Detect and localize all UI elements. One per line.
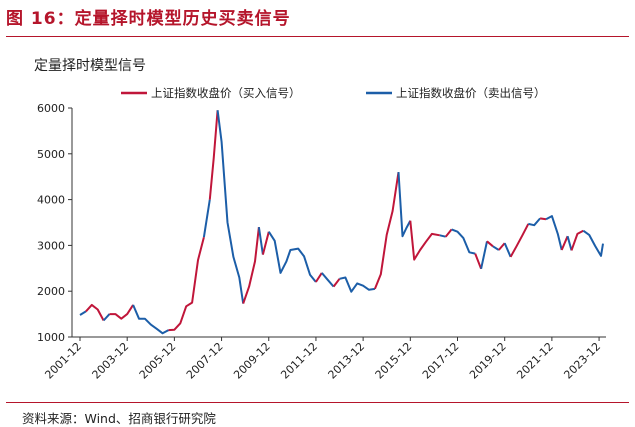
chart-title: 定量择时模型信号 — [34, 58, 146, 74]
y-tick-label: 1000 — [37, 331, 65, 344]
buy-signal-segment — [409, 220, 440, 261]
sell-signal-segment — [321, 272, 335, 288]
x-tick-label: 2005-12 — [137, 340, 179, 382]
y-tick-label: 2000 — [37, 285, 65, 298]
y-tick-label: 6000 — [37, 102, 65, 115]
x-tick-label: 2015-12 — [373, 340, 415, 382]
sell-signal-segment — [79, 310, 87, 316]
x-tick-label: 2011-12 — [278, 340, 320, 382]
sell-signal-segment — [202, 199, 211, 238]
sell-signal-segment — [566, 235, 573, 251]
title-divider — [6, 36, 629, 37]
sell-signal-segment — [480, 241, 488, 270]
buy-signal-segment — [332, 278, 341, 288]
buy-signal-segment — [486, 240, 494, 248]
buy-signal-segment — [242, 226, 260, 304]
sell-signal-segment — [439, 234, 446, 238]
legend-label-buy: 上证指数收盘价（买入信号） — [151, 86, 301, 100]
x-tick-label: 2019-12 — [467, 340, 509, 382]
chart-legend: 上证指数收盘价（买入信号） 上证指数收盘价（卖出信号） — [121, 86, 546, 100]
y-tick-label: 4000 — [37, 194, 65, 207]
x-tick-label: 2017-12 — [420, 340, 462, 382]
sell-signal-segment — [102, 313, 111, 322]
sell-signal-segment — [528, 217, 541, 227]
buy-signal-segment — [261, 231, 270, 255]
sell-signal-segment — [267, 231, 317, 283]
sell-signal-segment — [545, 215, 563, 251]
figure-title: 图 16：定量择时模型历史买卖信号 — [6, 9, 291, 29]
buy-signal-segment — [315, 272, 323, 283]
sell-signal-segment — [216, 110, 245, 304]
buy-signal-segment — [498, 242, 506, 251]
buy-signal-segment — [109, 304, 134, 320]
legend-label-sell: 上证指数收盘价（卖出信号） — [396, 86, 546, 100]
x-tick-label: 2001-12 — [42, 340, 84, 382]
buy-signal-segment — [560, 235, 569, 251]
source-divider — [6, 402, 629, 403]
sell-signal-segment — [132, 304, 169, 335]
y-tick-label: 5000 — [37, 148, 65, 161]
buy-signal-segment — [168, 236, 205, 332]
sell-signal-segment — [397, 172, 412, 238]
x-tick-label: 2021-12 — [514, 340, 556, 382]
x-tick-label: 2003-12 — [90, 340, 132, 382]
sell-signal-segment — [451, 228, 476, 255]
y-tick-label: 3000 — [37, 239, 65, 252]
sell-signal-segment — [492, 245, 500, 251]
buy-signal-segment — [570, 229, 584, 251]
sell-signal-segment — [257, 226, 264, 255]
buy-signal-segment — [444, 228, 453, 238]
buy-signal-segment — [373, 171, 400, 290]
sell-signal-segment — [339, 276, 376, 293]
x-tick-label: 2007-12 — [184, 340, 226, 382]
x-tick-label: 2023-12 — [561, 340, 603, 382]
x-tick-label: 2009-12 — [231, 340, 273, 382]
buy-signal-segment — [539, 217, 547, 221]
buy-signal-segment — [474, 253, 483, 270]
chart-series — [79, 110, 604, 335]
source-note: 资料来源：Wind、招商银行研究院 — [22, 411, 216, 426]
sell-signal-segment — [582, 229, 604, 257]
buy-signal-segment — [85, 303, 105, 321]
x-tick-label: 2013-12 — [326, 340, 368, 382]
buy-signal-segment — [208, 110, 219, 200]
sell-signal-segment — [503, 242, 512, 258]
buy-signal-segment — [509, 223, 530, 258]
